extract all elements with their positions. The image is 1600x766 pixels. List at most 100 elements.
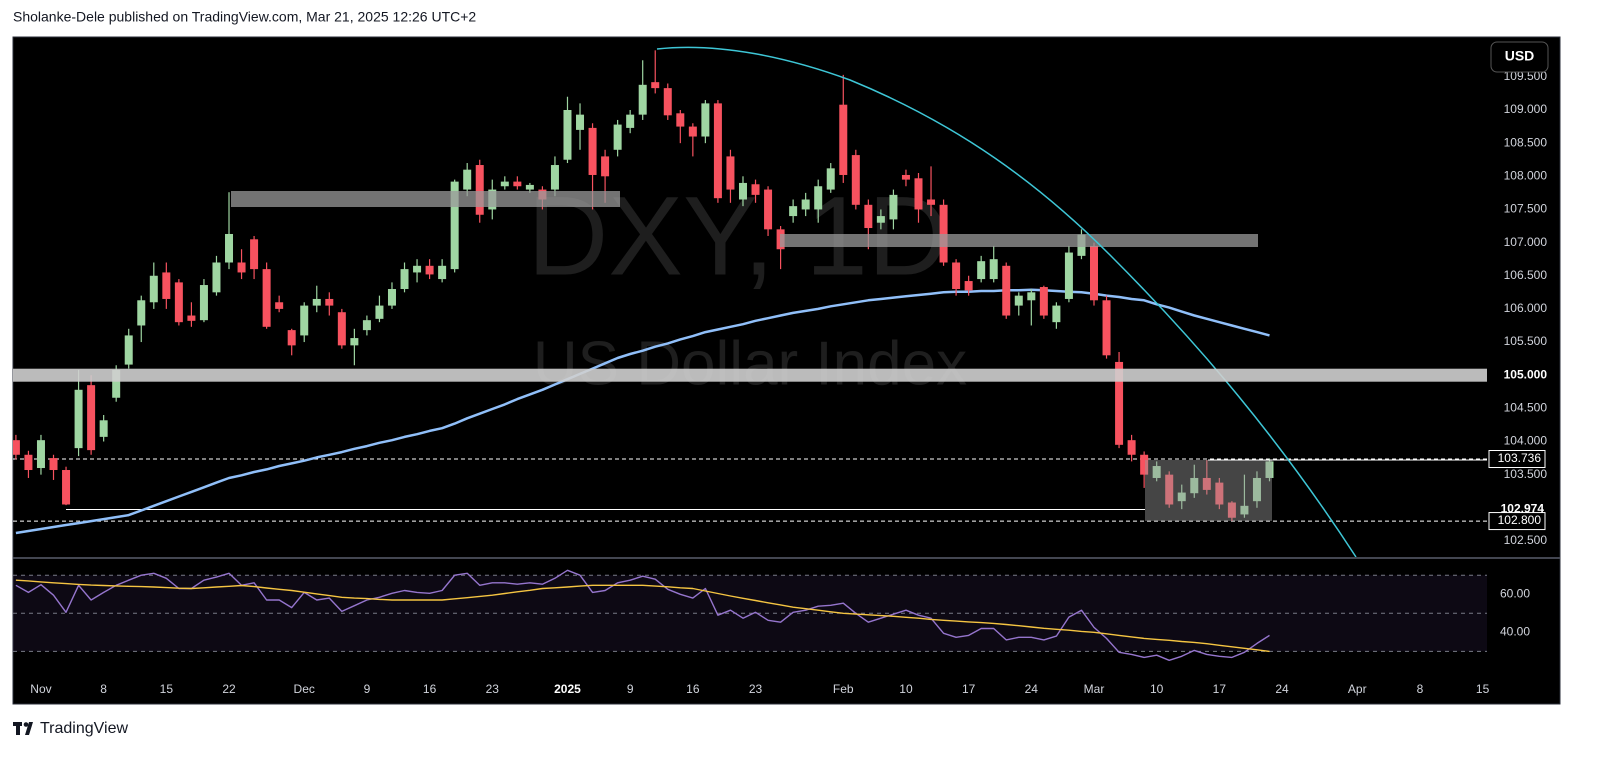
candle-body	[1052, 305, 1061, 323]
y-tick-label: 106.500	[1504, 268, 1548, 282]
price-label: 102.800	[1498, 513, 1542, 527]
candle-body	[124, 335, 133, 365]
candle-body	[49, 458, 58, 471]
candle-body	[450, 181, 459, 270]
x-tick-label: Nov	[30, 682, 51, 696]
candle-body	[162, 272, 171, 299]
zone	[231, 191, 620, 207]
candle-body	[738, 182, 747, 200]
candle-body	[588, 127, 597, 175]
x-tick-label: 17	[1213, 682, 1227, 696]
candle-body	[1140, 454, 1149, 475]
candle-body	[663, 88, 672, 116]
candle-body	[1039, 287, 1048, 316]
candle-body	[814, 186, 823, 210]
x-tick-label: 23	[486, 682, 500, 696]
y-tick-label: 109.500	[1504, 69, 1548, 83]
y-tick-label: 108.500	[1504, 135, 1548, 149]
x-tick-label: 10	[1150, 682, 1164, 696]
y-tick-label: 107.000	[1504, 235, 1548, 249]
candle-body	[751, 184, 760, 195]
price-label: 105.000	[1504, 367, 1548, 381]
candle-body	[939, 204, 948, 263]
candle-body	[1014, 295, 1023, 306]
candle-body	[550, 165, 559, 190]
y-tick-label: 104.500	[1504, 401, 1548, 415]
y-tick-label: 104.000	[1504, 434, 1548, 448]
candle-body	[563, 110, 572, 160]
candle-body	[1115, 361, 1124, 445]
candle-body	[250, 239, 259, 270]
candle-body	[212, 262, 221, 293]
rsi-pane	[13, 569, 1487, 661]
candle-body	[789, 206, 798, 217]
candle-body	[199, 285, 208, 321]
candle-body	[74, 389, 83, 449]
candle-body	[977, 261, 986, 280]
candle-body	[688, 126, 697, 137]
price-zone	[13, 368, 1487, 382]
candle-body	[262, 269, 271, 327]
x-tick-label: Mar	[1084, 682, 1105, 696]
x-tick-label: 9	[364, 682, 371, 696]
price-lines	[13, 288, 1487, 535]
y-tick-label: 108.000	[1504, 168, 1548, 182]
candle-body	[513, 181, 522, 187]
candle-body	[1027, 292, 1036, 301]
currency-label[interactable]: USD	[1505, 48, 1535, 64]
candle-body	[275, 302, 284, 309]
candle-body	[87, 385, 96, 451]
candle-body	[137, 300, 146, 326]
candle-body	[438, 265, 447, 280]
y-tick-label: 103.500	[1504, 467, 1548, 481]
y-tick-label: 106.000	[1504, 301, 1548, 315]
y-tick-label: 60.00	[1500, 586, 1530, 600]
candle-body	[1190, 477, 1199, 494]
x-tick-label: 8	[100, 682, 107, 696]
series-line	[15, 288, 1270, 535]
candle-body	[576, 114, 585, 130]
y-tick-label: 105.500	[1504, 334, 1548, 348]
candle-body	[463, 169, 472, 190]
candle-body	[839, 104, 848, 175]
candle-body	[99, 420, 108, 437]
candle-body	[36, 440, 45, 469]
x-tick-label: 2025	[554, 682, 581, 696]
series-line	[15, 579, 1270, 653]
candle-body	[13, 440, 20, 455]
x-tick-label: Dec	[294, 682, 315, 696]
candle-body	[425, 265, 434, 275]
candle-body	[1089, 245, 1098, 301]
x-tick-label: 10	[899, 682, 913, 696]
candle-body	[187, 315, 196, 321]
candle-body	[927, 199, 936, 205]
candle-body	[901, 174, 910, 180]
candle-body	[726, 156, 735, 190]
candle-body	[1252, 477, 1261, 502]
candle-body	[149, 275, 158, 303]
candle-body	[952, 262, 961, 290]
x-tick-label: 23	[749, 682, 763, 696]
x-tick-label: 17	[962, 682, 976, 696]
range-box	[1145, 460, 1272, 521]
candle-body	[525, 184, 534, 190]
arc-drawing	[656, 46, 1357, 557]
candle-body	[713, 103, 722, 199]
x-tick-label: 16	[686, 682, 700, 696]
candle-body	[237, 262, 246, 273]
currency-button[interactable]	[1490, 41, 1549, 73]
candle-body	[1165, 474, 1174, 505]
candle-body	[1240, 505, 1249, 515]
candle-body	[638, 84, 647, 115]
candle-body	[225, 233, 234, 263]
price-label-box	[1488, 512, 1546, 531]
candle-body	[1202, 477, 1211, 490]
candle-body	[701, 103, 710, 137]
x-tick-label: 16	[423, 682, 437, 696]
candle-body	[801, 199, 810, 210]
price-label-box	[1488, 450, 1546, 469]
x-tick-label: Feb	[833, 682, 854, 696]
x-tick-label: 15	[1476, 682, 1490, 696]
